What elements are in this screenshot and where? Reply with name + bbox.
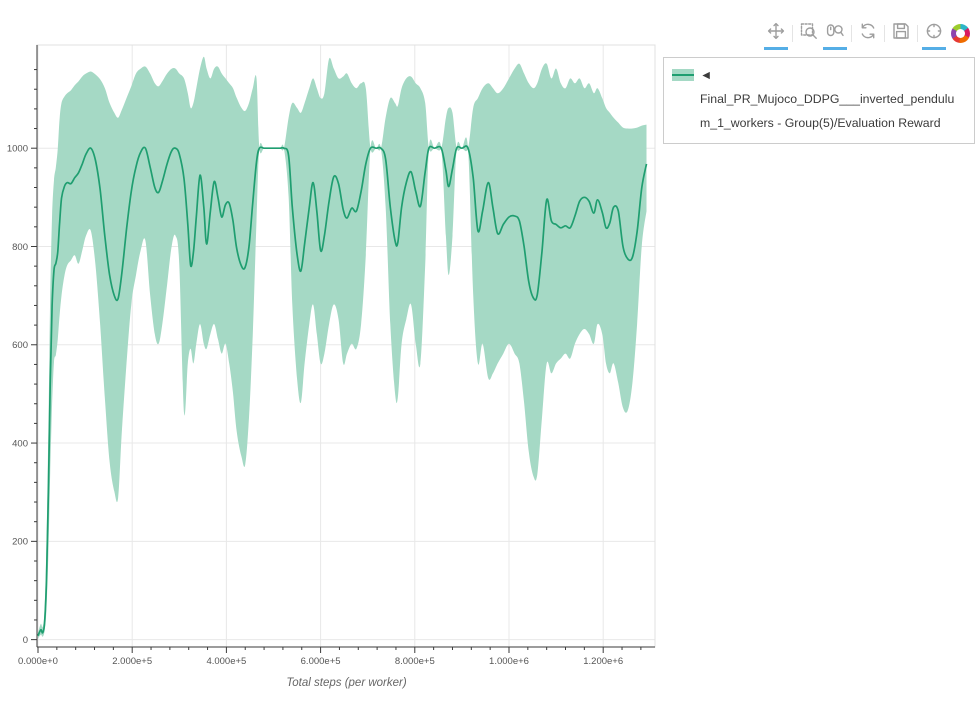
pan-tool-button[interactable]	[763, 20, 789, 50]
bokeh-toolbar	[763, 19, 973, 50]
mean-reward-line	[37, 145, 648, 637]
reset-tool-button[interactable]	[855, 20, 881, 46]
toolbar-separator	[851, 24, 852, 42]
save-icon	[891, 21, 911, 46]
x-tick-label: 0.000e+0	[18, 656, 58, 667]
y-tick-label: 0	[23, 635, 28, 646]
bokeh-logo-button[interactable]	[947, 20, 973, 46]
x-tick-label: 8.000e+5	[395, 656, 435, 667]
x-tick-label: 2.000e+5	[112, 656, 152, 667]
bokeh-logo-icon	[950, 23, 970, 43]
box-zoom-icon	[799, 21, 819, 46]
legend-swatch	[672, 69, 694, 81]
y-tick-label: 400	[12, 438, 28, 449]
wheel-zoom-tool-button[interactable]	[822, 20, 848, 50]
y-tick-label: 1000	[7, 144, 28, 155]
reset-icon	[858, 21, 878, 46]
wheel-zoom-icon	[825, 21, 845, 46]
toolbar-separator	[917, 24, 918, 42]
legend-swatch-line	[672, 74, 694, 76]
x-axis-label: Total steps (per worker)	[286, 677, 407, 689]
y-tick-label: 800	[12, 242, 28, 253]
legend[interactable]: ◄ Final_PR_Mujoco_DDPG___inverted_pendul…	[663, 57, 975, 144]
chart-svg[interactable]: 0.000e+0 2.000e+5 4.000e+5 6.000e+5 8.000e+5…	[0, 15, 662, 701]
pan-icon	[766, 21, 786, 46]
evaluation-reward-figure: 0.000e+0 2.000e+5 4.000e+5 6.000e+5 8.000e+5…	[0, 15, 662, 701]
hover-tool-button[interactable]	[921, 20, 947, 50]
hover-icon	[924, 21, 944, 46]
x-tick-label: 6.000e+5	[301, 656, 341, 667]
save-tool-button[interactable]	[888, 20, 914, 46]
y-tick-label: 600	[12, 340, 28, 351]
x-tick-label: 4.000e+5	[206, 656, 246, 667]
toolbar-separator	[792, 24, 793, 42]
x-tick-label: 1.200e+6	[583, 656, 623, 667]
toolbar-separator	[884, 24, 885, 42]
box-zoom-tool-button[interactable]	[796, 20, 822, 46]
y-tick-label: 200	[12, 537, 28, 548]
legend-label: ◄ Final_PR_Mujoco_DDPG___inverted_pendul…	[700, 68, 955, 130]
confidence-band	[38, 56, 647, 639]
x-tick-label: 1.000e+6	[489, 656, 529, 667]
